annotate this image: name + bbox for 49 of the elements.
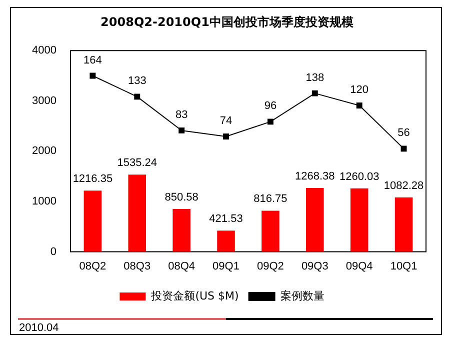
point bbox=[312, 90, 318, 96]
point bbox=[223, 134, 229, 140]
point bbox=[267, 118, 274, 125]
data-label: 1268.38 bbox=[295, 170, 335, 183]
x-tick-label: 09Q2 bbox=[256, 260, 284, 272]
x-tick-label: 08Q4 bbox=[168, 260, 196, 272]
y-tick-label: 4000 bbox=[32, 44, 56, 57]
data-label: 74 bbox=[220, 115, 232, 128]
y-tick-label: 2000 bbox=[32, 145, 56, 158]
data-label: 164 bbox=[84, 54, 102, 66]
data-label: 1535.24 bbox=[117, 157, 158, 170]
bar bbox=[217, 230, 235, 252]
legend-label: 案例数量 bbox=[280, 289, 324, 302]
data-label: 138 bbox=[306, 72, 324, 84]
point bbox=[134, 94, 140, 100]
x-tick-label: 09Q4 bbox=[346, 260, 373, 272]
bar bbox=[84, 190, 102, 252]
data-label: 850.58 bbox=[164, 192, 198, 204]
legend-label: 投资金额(US $M) bbox=[150, 289, 239, 302]
y-tick-label: 1000 bbox=[32, 196, 56, 208]
x-tick-label: 10Q1 bbox=[390, 260, 418, 272]
data-label: 133 bbox=[128, 75, 146, 88]
data-label: 56 bbox=[398, 127, 410, 140]
y-tick-label: 0 bbox=[50, 246, 56, 258]
bar bbox=[262, 210, 280, 252]
bar bbox=[350, 188, 368, 252]
bar bbox=[128, 174, 146, 252]
y-tick-label: 3000 bbox=[32, 94, 56, 107]
data-label: 1082.28 bbox=[384, 180, 424, 192]
data-label: 96 bbox=[264, 100, 277, 112]
x-tick-label: 09Q1 bbox=[212, 260, 240, 272]
point bbox=[90, 72, 96, 79]
point bbox=[178, 127, 185, 134]
bar bbox=[306, 188, 324, 252]
data-label: 120 bbox=[350, 84, 369, 96]
data-label: 83 bbox=[175, 108, 188, 121]
data-label: 1216.35 bbox=[72, 173, 113, 186]
x-tick-label: 09Q3 bbox=[301, 260, 328, 272]
text: 2010.04 bbox=[19, 322, 59, 334]
point bbox=[400, 146, 407, 152]
x-tick-label: 08Q3 bbox=[124, 260, 151, 272]
point bbox=[356, 102, 362, 108]
data-label: 421.53 bbox=[209, 213, 243, 226]
data-label: 816.75 bbox=[254, 193, 288, 206]
data-label: 1260.03 bbox=[339, 170, 380, 183]
chart-title: 2008Q2-2010Q1中国创投市场季度投资规模 bbox=[100, 14, 354, 31]
bar bbox=[394, 197, 413, 252]
bar bbox=[172, 209, 190, 252]
x-tick-label: 08Q2 bbox=[79, 260, 106, 272]
